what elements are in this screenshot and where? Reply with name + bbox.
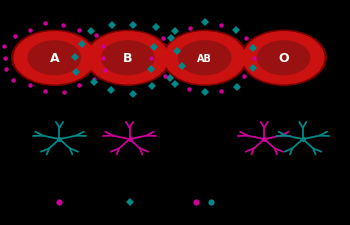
Circle shape [102, 42, 154, 75]
Circle shape [178, 42, 231, 75]
Text: AB: AB [197, 54, 212, 63]
Circle shape [243, 33, 324, 84]
Circle shape [85, 31, 170, 86]
Circle shape [164, 33, 245, 84]
Circle shape [12, 31, 97, 86]
Text: B: B [123, 52, 133, 65]
Circle shape [28, 42, 80, 75]
Circle shape [241, 31, 326, 86]
Text: O: O [278, 52, 289, 65]
Text: A: A [49, 52, 59, 65]
Circle shape [88, 33, 168, 84]
Circle shape [14, 33, 94, 84]
Circle shape [257, 42, 310, 75]
Circle shape [162, 31, 247, 86]
